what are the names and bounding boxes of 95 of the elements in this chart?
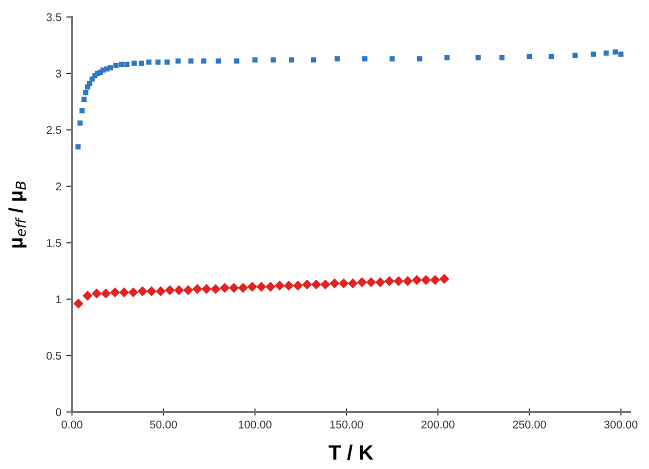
y-tick-label: 2 [56, 182, 62, 190]
point [238, 282, 248, 293]
point [390, 56, 395, 62]
point [604, 50, 609, 56]
point [119, 287, 130, 298]
point [188, 58, 194, 64]
point [100, 288, 111, 299]
point [220, 282, 230, 293]
point [274, 280, 285, 291]
point [375, 277, 386, 288]
x-tick-label: 150.00 [330, 420, 363, 428]
point [234, 58, 240, 64]
point [108, 65, 114, 70]
point [216, 58, 221, 64]
y-tick-label: 0 [56, 408, 62, 416]
point [366, 277, 376, 288]
point [92, 288, 102, 299]
point [476, 55, 481, 60]
point [113, 62, 119, 68]
point [146, 286, 157, 296]
point [402, 276, 413, 286]
point [302, 279, 312, 290]
point [548, 54, 554, 60]
point [201, 58, 206, 64]
point [412, 274, 422, 285]
point [330, 278, 340, 288]
y-tick-label: 2.5 [46, 126, 62, 134]
y-tick-label: 3 [56, 70, 62, 78]
point [421, 274, 432, 285]
point [210, 284, 221, 294]
point [320, 279, 330, 290]
y-tick-label: 0.5 [46, 352, 62, 360]
point [137, 286, 148, 296]
point [265, 282, 276, 292]
point [132, 60, 137, 66]
point [82, 290, 93, 301]
point [128, 287, 138, 298]
x-tick-label: 100.00 [238, 420, 272, 428]
point [334, 56, 340, 62]
point [156, 286, 166, 296]
point [310, 57, 316, 62]
point [124, 62, 130, 67]
y-axis-title: μ$_{eff}$ / μ$_{B}$ [8, 182, 26, 248]
point [110, 287, 120, 298]
point [247, 282, 258, 292]
point [192, 284, 202, 294]
point [284, 280, 294, 291]
point [81, 96, 87, 102]
point [288, 57, 294, 62]
point [228, 282, 239, 293]
point [348, 278, 358, 288]
point [311, 279, 322, 290]
point [417, 56, 422, 62]
y-tick-label: 1 [56, 296, 62, 304]
point [174, 285, 184, 296]
point [612, 49, 618, 55]
x-tick-label: 250.00 [512, 420, 546, 428]
x-tick-label: 0.00 [62, 420, 82, 428]
y-tick-label: 1.5 [46, 239, 62, 247]
point [138, 60, 144, 66]
point [155, 60, 161, 65]
point [256, 282, 266, 292]
point [338, 278, 349, 288]
point [572, 52, 578, 58]
point [176, 58, 181, 64]
point [164, 285, 175, 296]
point [439, 274, 450, 284]
point [118, 62, 124, 67]
point [526, 54, 532, 60]
point [362, 56, 368, 62]
point [394, 276, 404, 286]
x-tick-label: 200.00 [421, 420, 454, 428]
x-tick-label: 300.00 [604, 420, 638, 428]
y-tick-label: 3.5 [46, 13, 62, 22]
point [201, 284, 212, 294]
point [292, 280, 303, 291]
x-axis-title: T / K [328, 444, 374, 460]
point [75, 144, 81, 150]
point [164, 60, 170, 65]
point [183, 285, 194, 296]
x-tick-label: 50.00 [150, 420, 177, 428]
point [73, 298, 84, 309]
point [444, 55, 450, 60]
point [384, 276, 394, 286]
point [270, 57, 276, 62]
point [618, 52, 624, 57]
point [499, 55, 505, 60]
point [146, 60, 152, 65]
point [79, 108, 85, 114]
point [77, 120, 83, 126]
point [83, 90, 88, 96]
point [430, 274, 440, 285]
point [356, 277, 367, 288]
point [252, 57, 258, 62]
point [590, 52, 596, 57]
